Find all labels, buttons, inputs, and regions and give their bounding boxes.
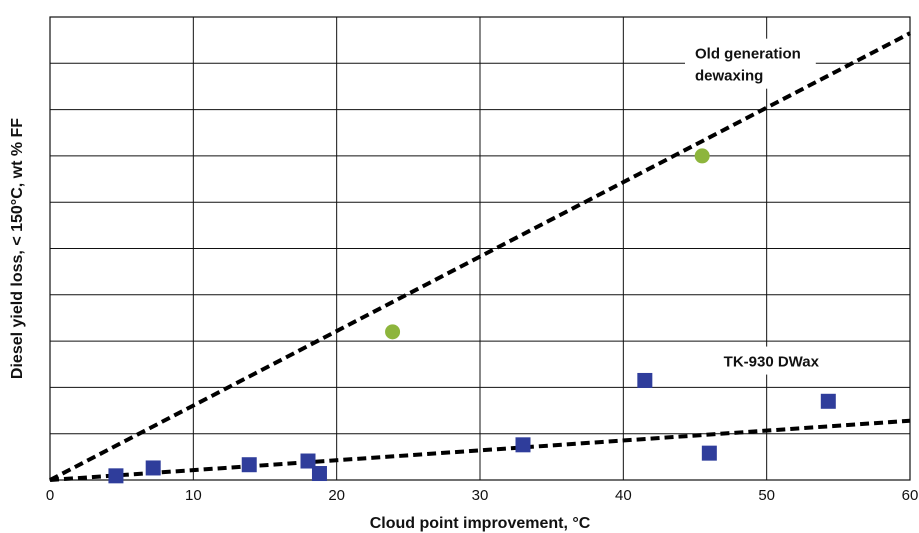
x-axis-title: Cloud point improvement, °C: [370, 515, 591, 532]
x-tick-label-2: 20: [328, 487, 345, 504]
x-tick-label-1: 10: [185, 487, 202, 504]
annotation-text-0-1: dewaxing: [695, 68, 763, 85]
series-1: [108, 372, 836, 484]
series-0: [385, 148, 710, 340]
x-tick-label-3: 30: [472, 487, 489, 504]
point-1-1: [145, 460, 161, 476]
x-tick-labels: 0 10 20 30 40 50 60: [46, 487, 919, 504]
annotation-text-0-0: Old generation: [695, 46, 801, 63]
annotation-text-1-0: TK-930 DWax: [724, 354, 820, 371]
point-1-3: [300, 453, 316, 469]
y-axis-title: Diesel yield loss, < 150°C, wt % FF: [9, 118, 26, 379]
annotation-bg-0: [685, 38, 816, 89]
point-0-0: [385, 324, 401, 340]
point-0-1: [694, 148, 710, 164]
point-1-5: [515, 437, 531, 453]
trendline-1: [49, 418, 911, 482]
annotation-bg-1: [713, 346, 820, 375]
annotations: Old generation dewaxing TK-930 DWax: [685, 38, 820, 375]
point-1-0: [108, 468, 124, 484]
x-tick-label-4: 40: [615, 487, 632, 504]
point-1-2: [241, 457, 257, 473]
x-tick-label-0: 0: [46, 487, 54, 504]
point-1-8: [820, 393, 836, 409]
point-1-6: [637, 372, 653, 388]
point-1-7: [701, 445, 717, 461]
x-tick-label-5: 50: [758, 487, 775, 504]
trendline-0: [49, 31, 911, 482]
x-tick-label-6: 60: [902, 487, 919, 504]
point-1-4: [311, 466, 327, 482]
trendlines: [49, 31, 911, 482]
plot-frame: [49, 16, 911, 481]
